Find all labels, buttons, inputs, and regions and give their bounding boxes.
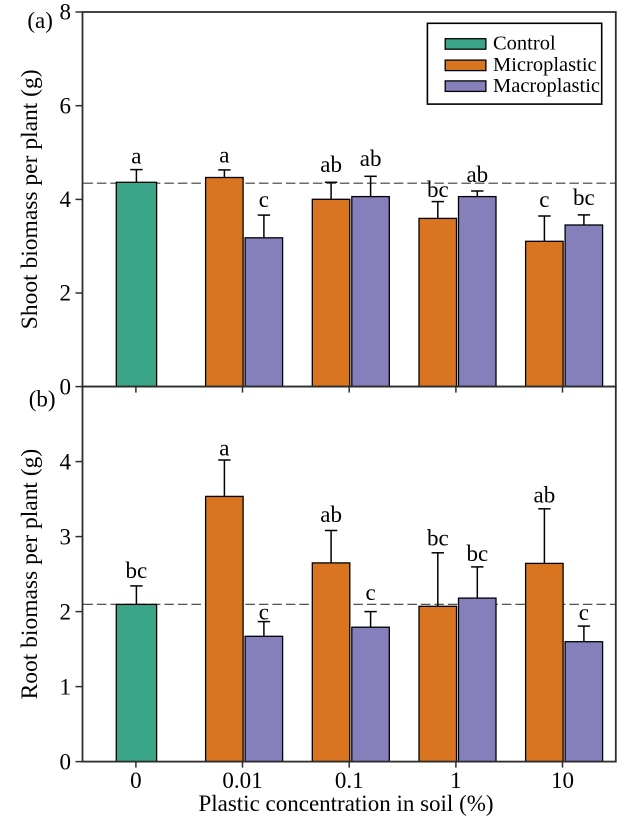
svg-text:4: 4 xyxy=(60,187,72,212)
svg-text:0: 0 xyxy=(130,768,142,793)
svg-text:ab: ab xyxy=(360,146,382,171)
svg-text:bc: bc xyxy=(573,185,595,210)
svg-text:1: 1 xyxy=(450,768,462,793)
svg-text:3: 3 xyxy=(60,524,72,549)
svg-text:c: c xyxy=(259,187,269,212)
svg-text:10: 10 xyxy=(551,768,574,793)
svg-text:a: a xyxy=(219,143,229,168)
svg-text:Macroplastic: Macroplastic xyxy=(493,75,600,97)
svg-text:0: 0 xyxy=(60,749,72,774)
svg-text:2: 2 xyxy=(60,281,72,306)
svg-text:(b): (b) xyxy=(29,387,56,412)
svg-text:bc: bc xyxy=(427,177,449,202)
svg-text:Root biomass per plant (g): Root biomass per plant (g) xyxy=(17,449,43,700)
svg-text:ab: ab xyxy=(320,502,342,527)
svg-text:ab: ab xyxy=(320,152,342,177)
svg-text:Microplastic: Microplastic xyxy=(493,54,597,76)
svg-text:8: 8 xyxy=(60,0,72,25)
svg-text:Shoot biomass per plant (g): Shoot biomass per plant (g) xyxy=(17,69,43,329)
svg-text:(a): (a) xyxy=(27,8,53,33)
svg-text:0.1: 0.1 xyxy=(335,768,364,793)
svg-text:Control: Control xyxy=(493,33,556,55)
svg-text:ab: ab xyxy=(534,482,556,507)
svg-text:ab: ab xyxy=(466,162,488,187)
svg-text:4: 4 xyxy=(60,449,72,474)
svg-text:1: 1 xyxy=(60,674,72,699)
svg-text:c: c xyxy=(259,600,269,625)
svg-text:Plastic concentration in soil: Plastic concentration in soil (%) xyxy=(198,791,493,816)
svg-text:0.01: 0.01 xyxy=(222,768,262,793)
svg-text:2: 2 xyxy=(60,599,72,624)
svg-text:a: a xyxy=(131,144,141,169)
svg-text:c: c xyxy=(365,580,375,605)
svg-text:bc: bc xyxy=(427,525,449,550)
svg-text:c: c xyxy=(539,187,549,212)
svg-text:bc: bc xyxy=(466,541,488,566)
svg-text:0: 0 xyxy=(60,374,72,399)
svg-text:c: c xyxy=(579,600,589,625)
svg-text:6: 6 xyxy=(60,93,72,118)
svg-text:a: a xyxy=(219,435,229,460)
svg-text:bc: bc xyxy=(126,558,148,583)
